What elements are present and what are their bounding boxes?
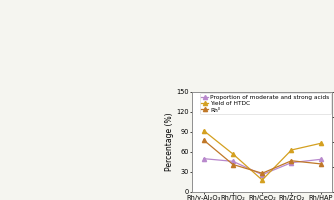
Proportion of moderate and strong acids xyxy=(202,157,206,160)
Yield of HTDC xyxy=(260,179,264,181)
Yield of HTDC xyxy=(289,149,293,151)
Proportion of moderate and strong acids xyxy=(260,173,264,176)
Rh⁰ xyxy=(260,172,264,174)
Line: Proportion of moderate and strong acids: Proportion of moderate and strong acids xyxy=(202,157,323,177)
Y-axis label: Percentage (%): Percentage (%) xyxy=(165,113,174,171)
Yield of HTDC xyxy=(231,153,235,155)
Legend: Proportion of moderate and strong acids, Yield of HTDC, Rh⁰: Proportion of moderate and strong acids,… xyxy=(200,93,331,114)
Rh⁰ xyxy=(319,163,323,165)
Line: Rh⁰: Rh⁰ xyxy=(202,138,323,175)
Line: Yield of HTDC: Yield of HTDC xyxy=(202,129,323,182)
Rh⁰ xyxy=(231,163,235,166)
Rh⁰ xyxy=(202,139,206,141)
Rh⁰ xyxy=(289,160,293,162)
Yield of HTDC xyxy=(202,129,206,132)
Proportion of moderate and strong acids xyxy=(319,158,323,161)
Proportion of moderate and strong acids xyxy=(289,161,293,164)
Yield of HTDC xyxy=(319,142,323,145)
Proportion of moderate and strong acids xyxy=(231,160,235,163)
